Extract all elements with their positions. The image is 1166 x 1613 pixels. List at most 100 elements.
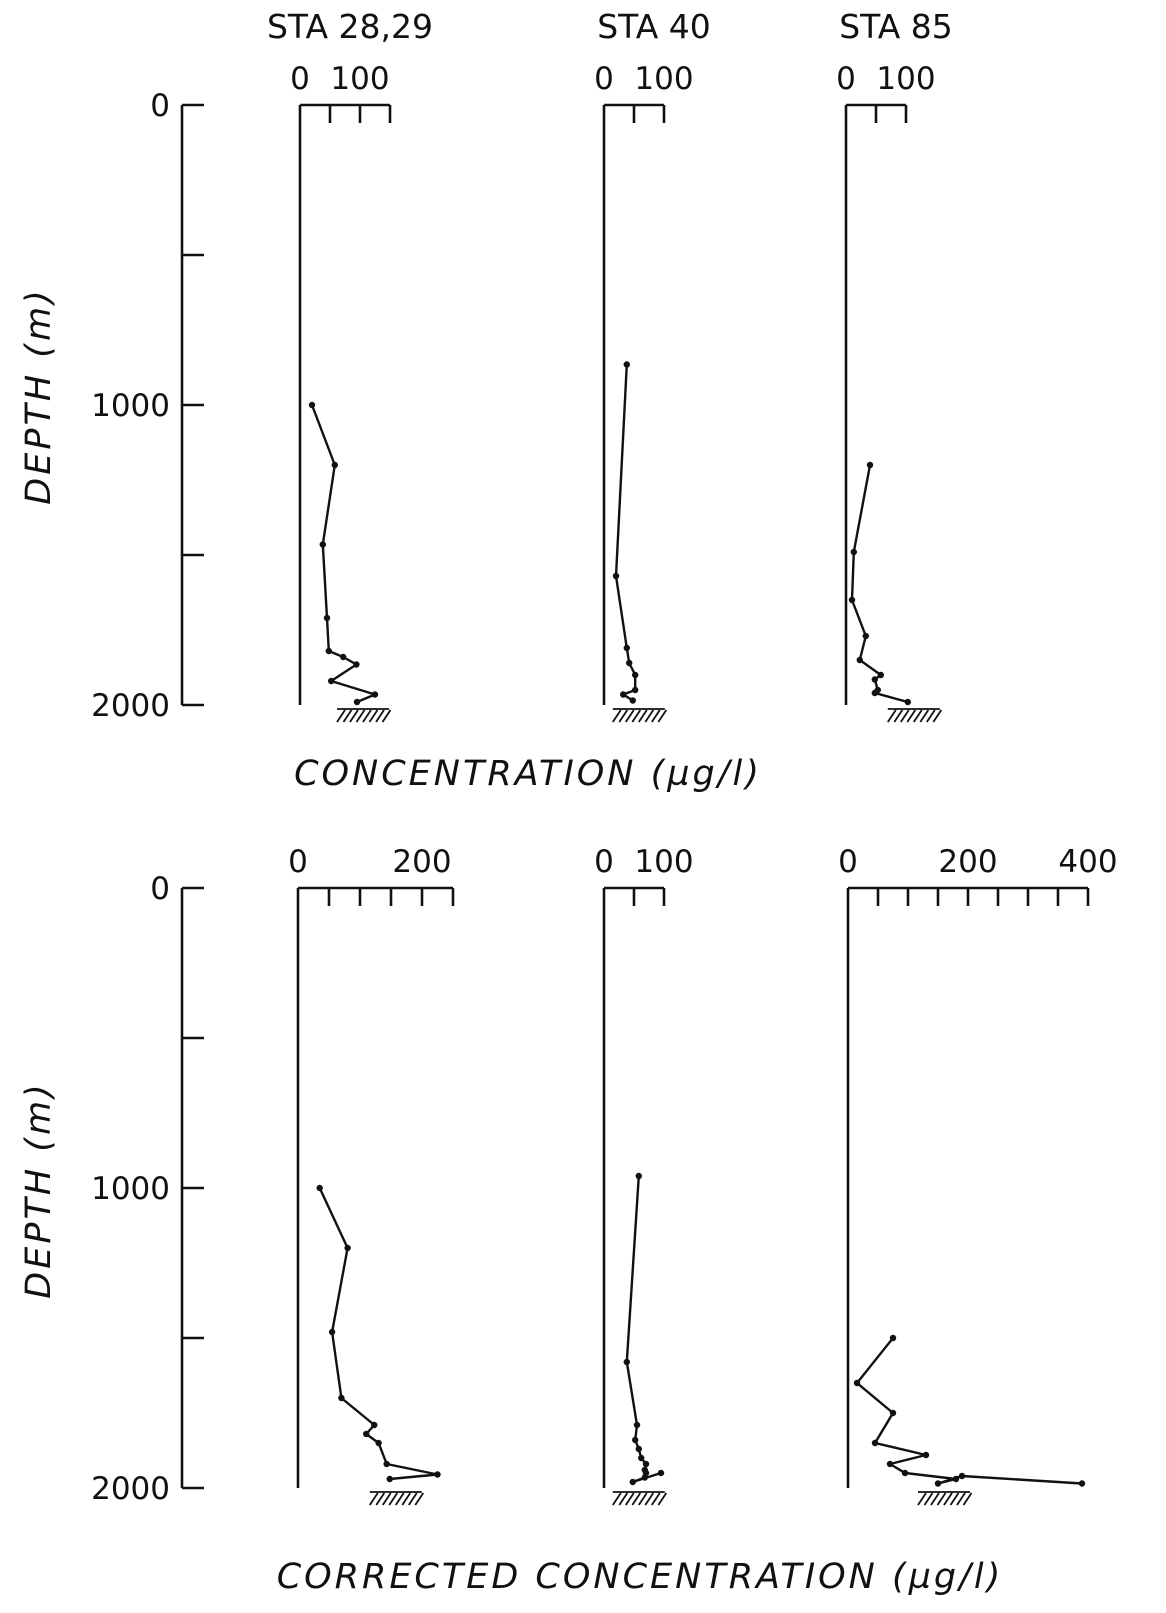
concentration-tick-label: 0 [594,844,614,880]
seafloor-hatch-stroke [657,709,668,723]
concentration-tick-label: 100 [330,61,389,97]
profile-data-point [316,1184,323,1192]
profile-data-point [856,656,863,664]
profile-data-point [331,461,338,469]
profile-data-point [632,1436,639,1444]
seafloor-hatch-stroke [638,709,648,723]
station-title: STA 85 [839,7,953,46]
seafloor-hatch-stroke [368,709,379,723]
profile-data-point [386,1475,393,1483]
profile-data-point [934,1480,942,1487]
profile-data-point [848,596,856,604]
seafloor-hatch-stroke [638,1492,648,1506]
bottom-depth-axis: 0 1000 2000 [91,871,204,1507]
seafloor-hatch-stroke [375,709,385,723]
profile-data-point [889,1334,897,1342]
seafloor-hatch-stroke [932,709,943,723]
depth-tick-label: 2000 [91,688,170,724]
station-profile-3: STA 85 0 100 [836,7,953,723]
profile-data-point [308,401,316,409]
seafloor-hatch [917,1491,973,1506]
seafloor-hatch-stroke [336,709,346,723]
bottom-y-axis-title: DEPTH (m) [19,1081,59,1298]
profile-data-point [319,541,326,548]
seafloor-hatch-stroke [612,1492,622,1506]
station-profile-4: 0 200 [288,844,455,1506]
seafloor-hatch-stroke [956,1492,966,1506]
seafloor-hatch-stroke [887,709,897,723]
seafloor-hatch-stroke [949,1492,960,1506]
profile-data-point [657,1469,665,1477]
seafloor-hatch-stroke [395,1492,405,1506]
seafloor-hatch-stroke [906,709,917,723]
seafloor-hatch-stroke [382,1492,392,1506]
profile-data-point [629,1478,636,1486]
profile-data-point [871,676,878,683]
concentration-tick-label: 0 [288,844,308,880]
profile-data-point [904,698,911,706]
profile-data-point [375,1439,382,1447]
profile-data-point [626,659,633,667]
station-title: STA 28,29 [267,7,433,46]
seafloor-hatch-stroke [612,709,622,723]
profile-data-point [325,647,332,655]
seafloor-hatch-stroke [625,1492,635,1506]
profile-line [310,404,377,704]
depth-tick-label: 0 [150,88,170,124]
profile-data-point [877,671,884,679]
profile-data-point [633,1421,641,1429]
profile-data-point [853,1379,861,1387]
seafloor-hatch [612,708,668,723]
station-profile-2: STA 40 0 100 [594,7,711,723]
profile-data-point [901,1469,909,1477]
profile-data-point [642,1460,650,1468]
seafloor-hatch-stroke [657,1492,668,1506]
profile-data-point [632,686,639,694]
profile-data-point [623,1358,630,1366]
profile-data-point [886,1460,894,1468]
profile-data-point [632,671,639,679]
profile-data-point [383,1460,390,1468]
seafloor-hatch-stroke [936,1492,947,1506]
profile-data-point [623,644,630,652]
top-x-axis-title: CONCENTRATION (µg/l) [294,754,762,794]
seafloor-hatch-stroke [900,709,910,723]
station-profile-1: STA 28,29 0 100 [267,7,433,723]
concentration-tick-label: 0 [594,61,614,97]
seafloor-hatch-stroke [342,709,353,723]
concentration-tick-label: 100 [634,61,693,97]
profile-data-point [344,1244,351,1252]
seafloor-hatch [887,708,943,723]
seafloor-hatch-stroke [381,709,392,723]
profile-data-point [850,548,857,556]
seafloor-hatch-stroke [375,1492,386,1506]
profile-data-point [958,1472,966,1480]
profile-data-point [338,1394,345,1402]
seafloor-hatch-stroke [631,1492,642,1506]
profile-data-point [434,1471,441,1478]
seafloor-hatch-stroke [644,709,655,723]
profile-data-point [620,691,627,698]
profile-line [318,1187,439,1481]
seafloor-hatch-stroke [408,1492,418,1506]
seafloor-hatch-stroke [962,1492,973,1506]
profile-line [625,1175,662,1484]
seafloor-hatch-stroke [388,1492,399,1506]
concentration-tick-label: 0 [838,844,858,880]
top-depth-axis: 0 1000 2000 [91,88,204,724]
station-title: STA 40 [597,7,711,46]
station-profile-6: 0 200 400 [838,844,1118,1506]
concentration-tick-label: 400 [1058,844,1117,880]
depth-tick-label: 1000 [91,1171,170,1207]
profile-data-point [353,661,360,668]
profile-data-point [862,632,869,640]
seafloor-hatch-stroke [362,709,372,723]
seafloor-hatch-stroke [401,1492,412,1506]
concentration-tick-label: 100 [876,61,935,97]
profile-data-point [638,1454,645,1462]
seafloor-hatch-stroke [355,709,366,723]
seafloor-hatch-stroke [923,1492,934,1506]
depth-tick-label: 1000 [91,388,170,424]
seafloor-hatch [336,708,392,723]
